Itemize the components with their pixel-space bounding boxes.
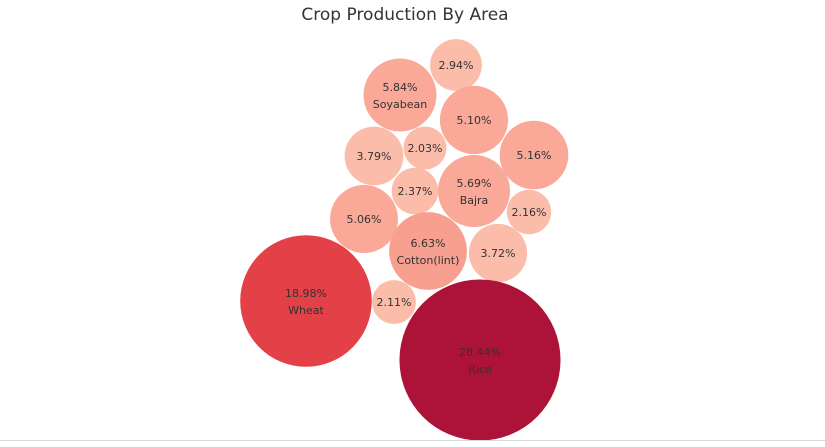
bubble[interactable]: 2.94% (430, 39, 482, 91)
bubble[interactable]: 5.10% (439, 85, 509, 155)
bubble-circle[interactable] (506, 189, 552, 235)
bubble-circle[interactable] (391, 167, 439, 215)
bubble-percent-label: 2.11% (377, 296, 412, 309)
bubble-circle[interactable] (403, 126, 447, 170)
bubble-circle[interactable] (430, 39, 482, 91)
bubble[interactable]: 5.16% (499, 120, 569, 190)
bubble-percent-label: 2.16% (512, 206, 547, 219)
bubble-circle[interactable] (399, 279, 561, 441)
bubble[interactable]: 5.69% Bajra (437, 154, 511, 228)
bubble-percent-label: 5.16% (517, 149, 552, 162)
bubble-circle[interactable] (372, 280, 416, 324)
chart-title: Crop Production By Area (301, 5, 509, 25)
bubble-circle[interactable] (468, 223, 528, 283)
bubble-circle[interactable] (330, 185, 398, 253)
bubble-percent-label: 6.63% (411, 237, 446, 250)
bubble[interactable]: 3.72% (468, 223, 528, 283)
bubble-circle[interactable] (344, 126, 404, 186)
bubble-percent-label: 3.72% (481, 247, 516, 260)
bubble-crop-label: Cotton(lint) (397, 254, 460, 267)
bubble[interactable]: 6.63% Cotton(lint) (389, 212, 467, 290)
bubble-percent-label: 28.44% (459, 346, 501, 359)
bubble[interactable]: 2.11% (372, 280, 416, 324)
bubble-percent-label: 2.03% (408, 142, 443, 155)
bubble[interactable]: 3.79% (344, 126, 404, 186)
bubble-percent-label: 18.98% (285, 287, 327, 300)
bubble-circle[interactable] (363, 58, 437, 132)
bubble[interactable]: 5.84% Soyabean (363, 58, 437, 132)
bubble-percent-label: 2.37% (398, 185, 433, 198)
bottom-divider (0, 440, 825, 441)
bubble-circle[interactable] (437, 154, 511, 228)
bubble-crop-label: Wheat (288, 304, 324, 317)
bubble-percent-label: 3.79% (357, 150, 392, 163)
bubble-percent-label: 2.94% (439, 59, 474, 72)
bubble[interactable]: 5.06% (330, 185, 398, 253)
bubble[interactable]: 2.16% (506, 189, 552, 235)
bubble-crop-label: Bajra (460, 194, 489, 207)
bubble-circle[interactable] (499, 120, 569, 190)
bubble-circle[interactable] (240, 235, 372, 367)
bubble-circle[interactable] (439, 85, 509, 155)
bubble[interactable]: 18.98% Wheat (240, 235, 372, 367)
bubble-percent-label: 5.06% (347, 213, 382, 226)
bubble[interactable]: 2.37% (391, 167, 439, 215)
bubble-percent-label: 5.10% (457, 114, 492, 127)
bubble-percent-label: 5.84% (383, 81, 418, 94)
bubble-percent-label: 5.69% (457, 177, 492, 190)
bubble[interactable]: 28.44% Rice (399, 279, 561, 441)
bubble-circle[interactable] (389, 212, 467, 290)
bubble[interactable]: 2.03% (403, 126, 447, 170)
bubble-crop-label: Soyabean (373, 98, 427, 111)
bubble-crop-label: Rice (468, 363, 492, 376)
